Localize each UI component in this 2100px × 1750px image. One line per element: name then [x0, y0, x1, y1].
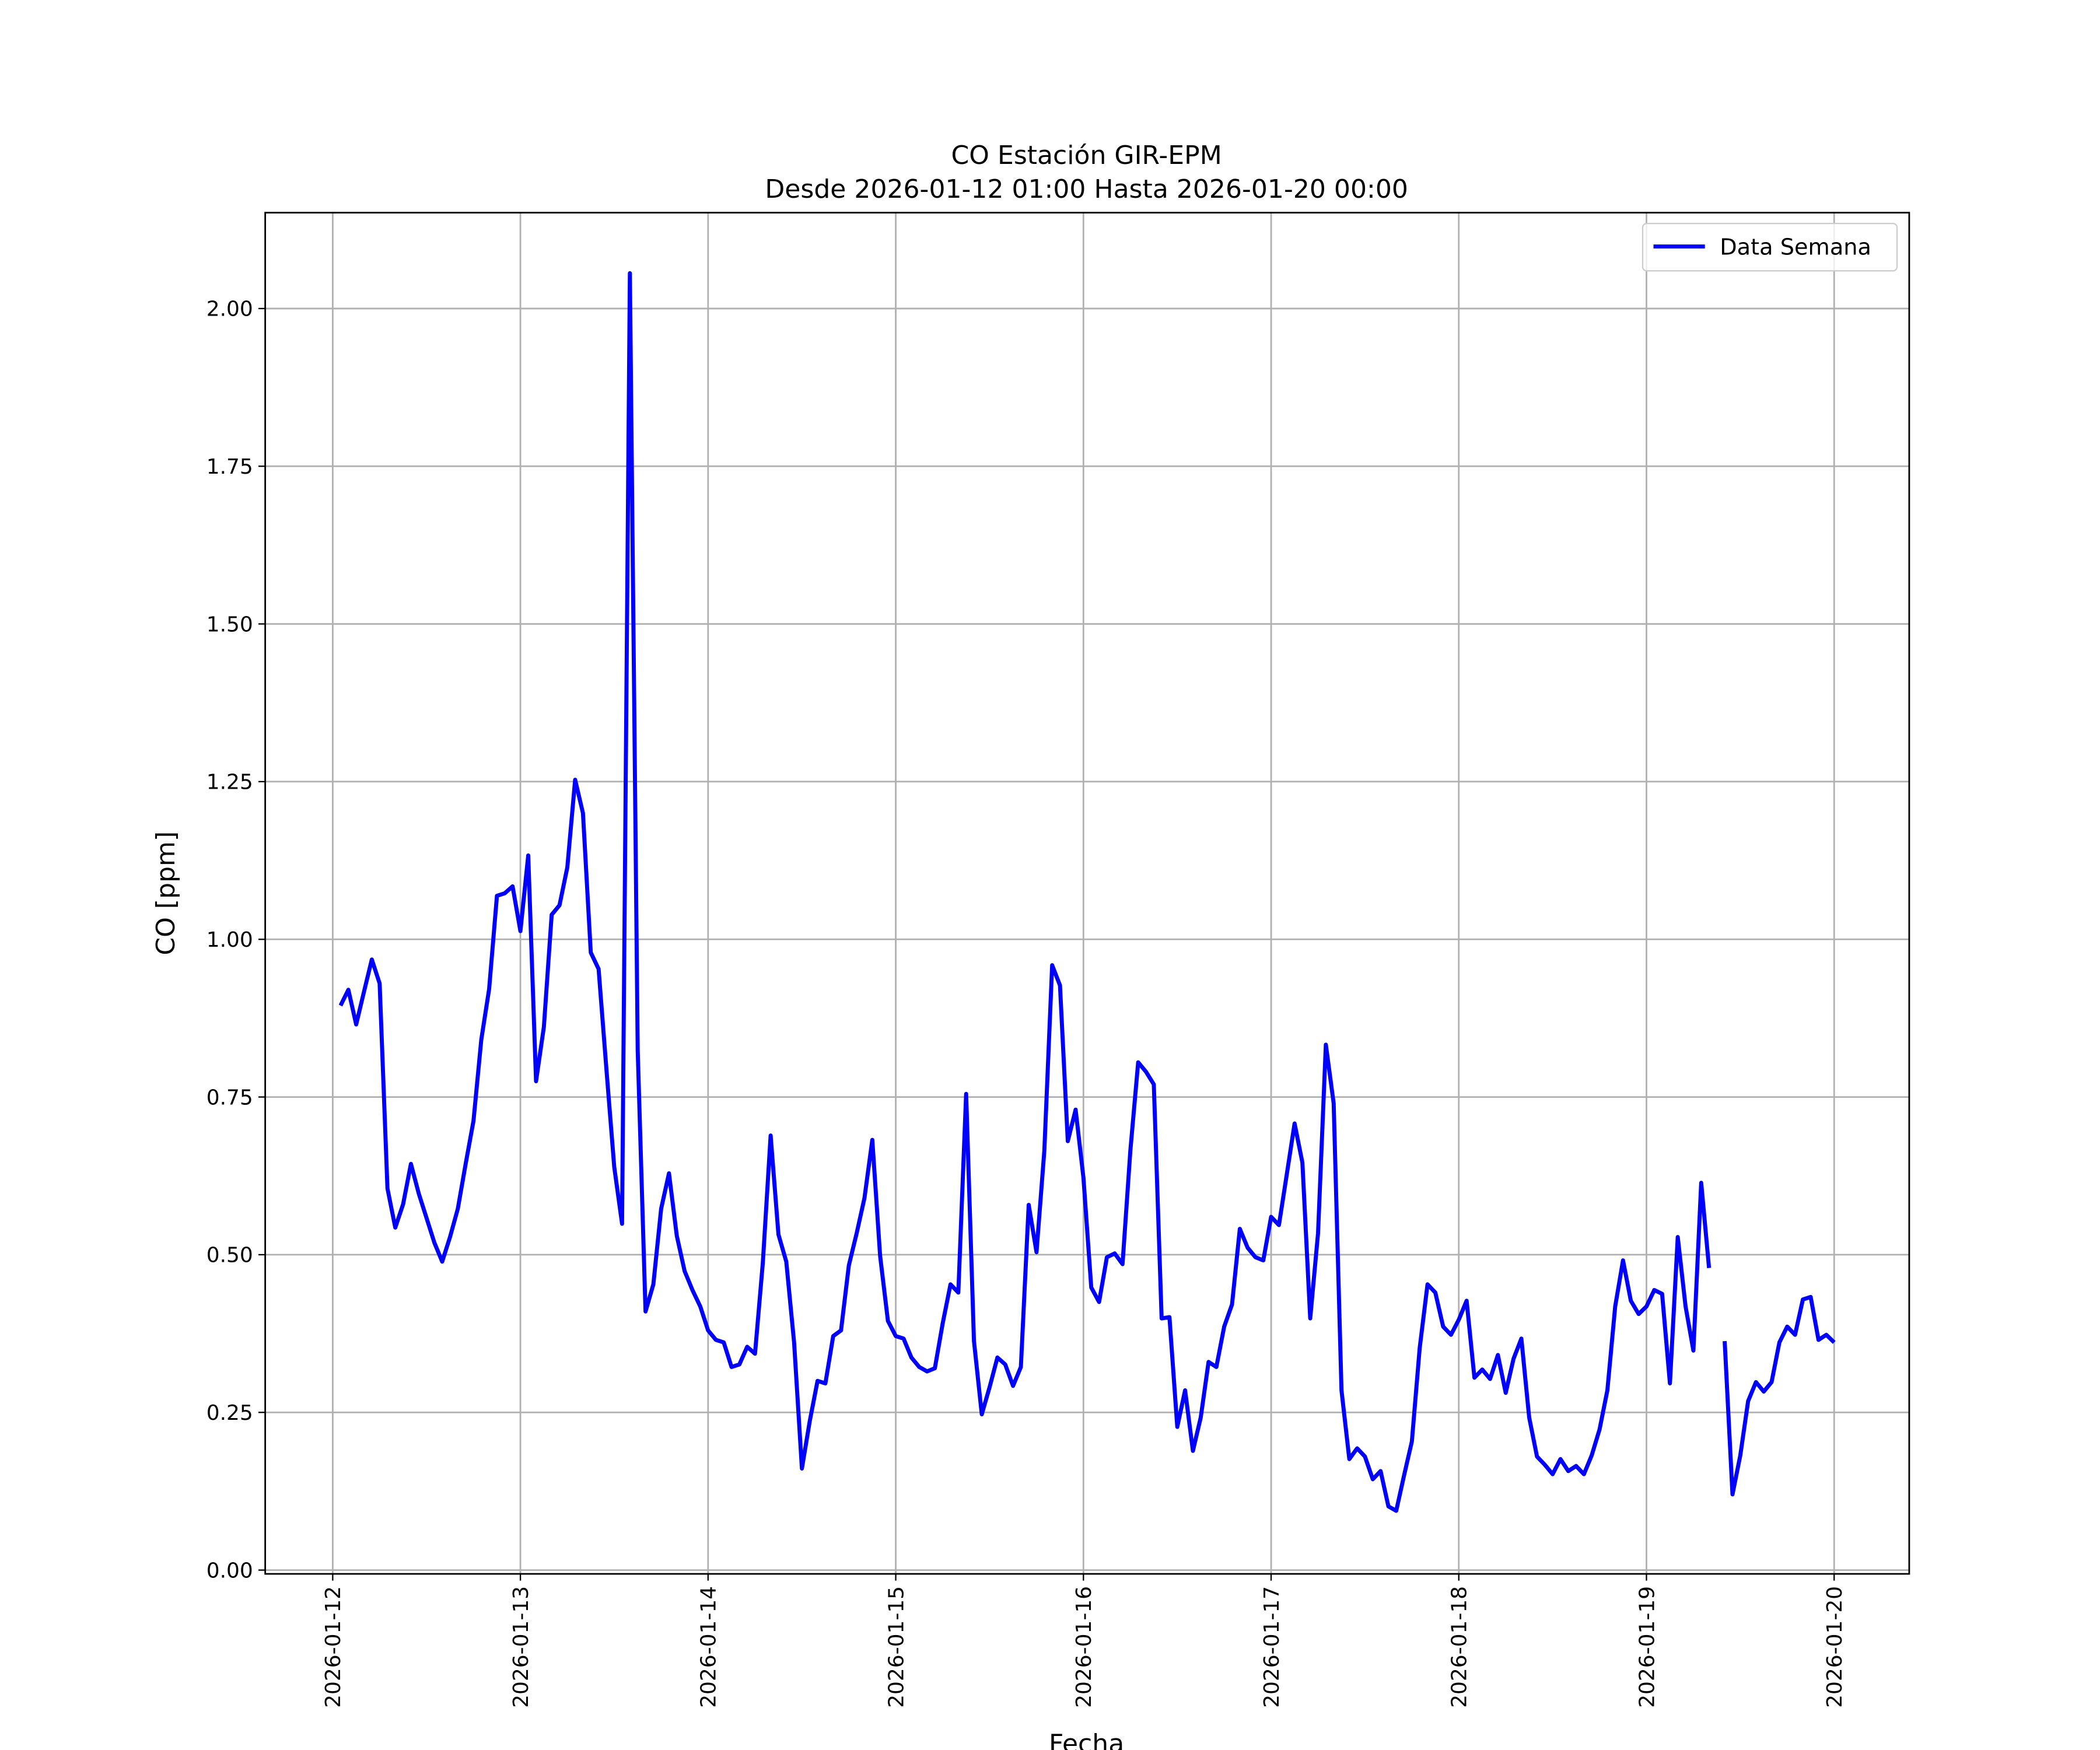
y-tick-label: 1.00: [206, 928, 253, 952]
x-tick-label: 2026-01-16: [1072, 1586, 1096, 1708]
y-tick-label: 2.00: [206, 298, 253, 321]
y-tick-label: 1.25: [206, 771, 253, 794]
y-tick-label: 0.50: [206, 1244, 253, 1268]
legend-box: [1642, 222, 1898, 272]
data-line: [338, 271, 1836, 1513]
y-tick-label: 0.25: [206, 1401, 253, 1425]
x-tick-label: 2026-01-15: [884, 1586, 908, 1708]
y-tick-label: 0.00: [206, 1559, 253, 1583]
chart-title: CO Estación GIR-EPM: [951, 141, 1222, 170]
y-tick-label: 0.75: [206, 1086, 253, 1110]
plot-frame: [264, 212, 1910, 1575]
y-axis-label: CO [ppm]: [151, 831, 181, 956]
y-tick-label: 1.50: [206, 612, 253, 636]
x-tick-label: 2026-01-13: [509, 1586, 533, 1708]
x-tick-label: 2026-01-12: [321, 1586, 345, 1708]
chart-subtitle: Desde 2026-01-12 01:00 Hasta 2026-01-20 …: [765, 174, 1408, 204]
x-tick-label: 2026-01-19: [1635, 1586, 1659, 1708]
x-axis-label: Fecha: [1049, 1729, 1124, 1750]
x-tick-label: 2026-01-14: [697, 1586, 721, 1708]
legend-label: Data Semana: [1720, 234, 1871, 260]
x-tick-label: 2026-01-17: [1260, 1586, 1284, 1708]
x-tick-label: 2026-01-20: [1823, 1586, 1847, 1708]
x-tick-label: 2026-01-18: [1448, 1586, 1472, 1708]
y-tick-label: 1.75: [206, 455, 253, 479]
